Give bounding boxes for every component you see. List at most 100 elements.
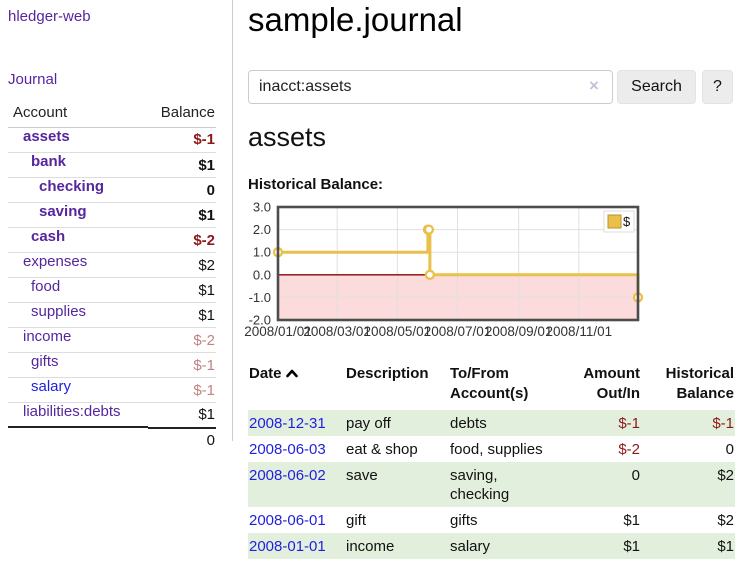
historical-balance-chart-svg: $3.0 2.0 1.0 0.0 -1.0 -2.02008/01/012008/03/0… (244, 200, 644, 339)
page-title: sample.journal (248, 1, 463, 38)
y-axis-tick-label: 3.0 (253, 200, 271, 215)
account-balance: $-1 (147, 377, 216, 403)
account-row: food $1 (8, 277, 216, 303)
x-axis-tick-label: 2008/11/01 (546, 324, 613, 339)
help-button[interactable]: ? (702, 70, 733, 104)
y-axis-tick-label: 2.0 (253, 222, 271, 237)
accounts-column-header: Account (8, 98, 148, 128)
account-row: liabilities:debts $1 (8, 402, 216, 429)
transaction-accounts: food, supplies (450, 441, 543, 458)
accounts-table: Account Balance assets $-1 bank $1 checking 0… (8, 98, 216, 453)
transaction-date-link[interactable]: 2008-06-03 (249, 441, 326, 458)
clear-search-icon[interactable]: × (589, 76, 599, 95)
transaction-balance: $-1 (712, 415, 734, 432)
transaction-accounts: gifts (450, 512, 478, 529)
search-input[interactable] (248, 70, 613, 104)
account-row: supplies $1 (8, 302, 216, 328)
transaction-balance: $2 (717, 467, 734, 484)
register-header-accounts: To/From Account(s) (450, 365, 529, 402)
sidebar-account-link[interactable]: liabilities:debts (23, 402, 121, 420)
transaction-description: gift (346, 512, 367, 529)
sidebar: hledger-web Journal Account Balance asse… (0, 0, 233, 449)
transaction-date-link[interactable]: 2008-06-01 (249, 512, 326, 529)
accounts-total-value: 0 (206, 432, 215, 449)
y-axis-tick-label: 1.0 (253, 245, 271, 260)
transaction-accounts: debts (450, 415, 487, 432)
sidebar-account-link[interactable]: income (23, 327, 72, 345)
account-row: assets $-1 (8, 127, 216, 153)
balance-column-header: Balance (147, 98, 216, 128)
transaction-description: save (346, 467, 378, 484)
x-axis-tick-label: 2008/09/01 (485, 324, 553, 339)
transaction-accounts: saving, checking (450, 467, 510, 503)
y-axis-tick-label: -1.0 (249, 290, 271, 305)
account-balance: $1 (147, 402, 216, 429)
transaction-row: 2008-06-02 save saving, checking 0 $2 (248, 462, 735, 507)
legend-label: $ (623, 214, 631, 229)
transaction-balance: $1 (717, 538, 734, 555)
account-balance: $1 (147, 202, 216, 228)
x-axis-tick-label: 2008/07/01 (424, 324, 492, 339)
transaction-amount: $-1 (618, 415, 640, 432)
transaction-row: 2008-06-03 eat & shop food, supplies $-2 0 (248, 436, 735, 462)
account-balance: $2 (147, 252, 216, 278)
account-balance: 0 (147, 177, 216, 203)
account-row: checking 0 (8, 177, 216, 203)
transaction-date-link[interactable]: 2008-01-01 (249, 538, 326, 555)
transaction-description: pay off (346, 415, 391, 432)
transaction-amount: $1 (623, 538, 640, 555)
sidebar-account-link[interactable]: cash (31, 227, 66, 245)
account-row: salary $-1 (8, 377, 216, 403)
sidebar-item-journal[interactable]: Journal (8, 71, 58, 88)
register-table: Date Description To/From Account(s) Amou… (248, 362, 735, 559)
accounts-total-row: 0 (8, 428, 216, 453)
transaction-description: eat & shop (346, 441, 418, 458)
transaction-balance: 0 (725, 441, 734, 458)
sidebar-account-link[interactable]: saving (39, 202, 87, 220)
data-point-marker (423, 224, 435, 235)
app-brand-link[interactable]: hledger-web (8, 8, 91, 25)
chart-title: Historical Balance: (248, 176, 384, 193)
account-balance: $1 (147, 277, 216, 303)
account-row: income $-2 (8, 327, 216, 353)
x-axis-tick-label: 2008/03/01 (303, 324, 371, 339)
sidebar-account-link[interactable]: bank (31, 152, 67, 170)
register-header-balance: Historical Balance (665, 365, 734, 402)
search-button[interactable]: Search (617, 70, 696, 104)
y-axis-tick-label: -2.0 (249, 313, 271, 328)
account-row: gifts $-1 (8, 352, 216, 378)
account-row: cash $-2 (8, 227, 216, 253)
account-balance: $1 (147, 302, 216, 328)
account-row: bank $1 (8, 152, 216, 178)
transaction-row: 2008-12-31 pay off debts $-1 $-1 (248, 410, 735, 436)
y-axis-tick-label: 0.0 (253, 267, 271, 282)
transaction-amount: $1 (623, 512, 640, 529)
transaction-amount: 0 (631, 467, 640, 484)
account-balance: $-1 (147, 127, 216, 153)
account-balance: $-1 (147, 352, 216, 378)
transaction-amount: $-2 (618, 441, 640, 458)
transaction-date-link[interactable]: 2008-06-02 (249, 467, 326, 484)
account-heading: assets (248, 122, 327, 152)
data-point-marker (424, 269, 436, 280)
account-balance: $-2 (147, 227, 216, 253)
sidebar-account-link[interactable]: assets (23, 127, 70, 145)
account-balance: $-2 (147, 327, 216, 353)
sidebar-account-link[interactable]: supplies (31, 302, 87, 320)
sidebar-account-link[interactable]: expenses (23, 252, 88, 270)
transaction-balance: $2 (717, 512, 734, 529)
sidebar-account-link[interactable]: salary (31, 377, 72, 395)
sidebar-account-link[interactable]: gifts (31, 352, 59, 370)
account-balance: $1 (147, 152, 216, 178)
sidebar-account-link[interactable]: checking (39, 177, 105, 195)
sort-ascending-icon (285, 364, 298, 384)
register-header-date[interactable]: Date (248, 362, 345, 410)
transaction-date-link[interactable]: 2008-12-31 (249, 415, 326, 432)
transaction-description: income (346, 538, 395, 555)
register-header-amount: Amount Out/In (583, 365, 640, 402)
transaction-row: 2008-01-01 income salary $1 $1 (248, 533, 735, 559)
x-axis-tick-label: 2008/05/01 (364, 324, 432, 339)
register-header-description: Description (346, 365, 429, 382)
legend-swatch-icon (607, 214, 622, 229)
sidebar-account-link[interactable]: food (31, 277, 61, 295)
